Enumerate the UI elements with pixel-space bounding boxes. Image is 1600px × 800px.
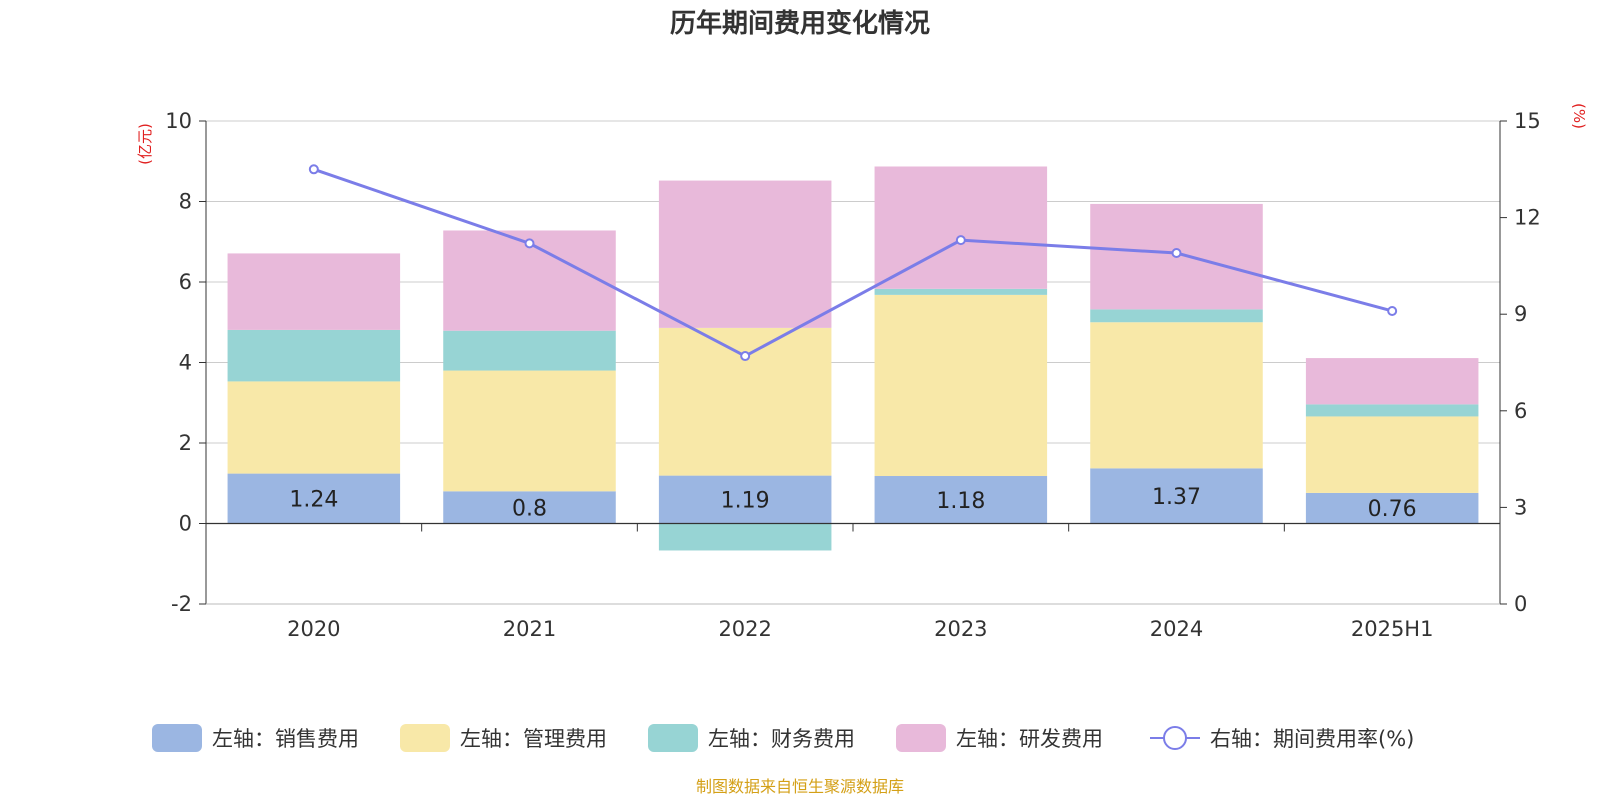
left-tick-label: 6 (179, 270, 192, 294)
legend-swatch-admin (400, 724, 450, 752)
rate-polyline (313, 167, 1393, 358)
legend-label: 左轴：研发费用 (956, 727, 1103, 751)
bar-finance-2021 (443, 330, 616, 371)
legend: 左轴：销售费用 左轴：管理费用 左轴：财务费用 左轴：研发费用 右轴：期间费用率(%) (152, 724, 1414, 752)
bar-sales-2022 (658, 475, 832, 524)
bar-admin-2021 (443, 370, 616, 492)
bar-finance-2024 (1090, 309, 1263, 323)
sales-data-label: 1.19 (721, 489, 770, 514)
bar-rd-2023 (874, 166, 1048, 289)
right-tick-label: 15 (1514, 109, 1541, 133)
category-label: 2020 (287, 617, 340, 641)
bar-finance-2020 (227, 329, 401, 382)
bar-admin-2020 (227, 381, 401, 474)
left-tick-label: 2 (179, 431, 192, 455)
right-tick-label: 12 (1514, 206, 1541, 230)
sales-data-label: 0.76 (1368, 497, 1417, 522)
bar-rd-2025H1 (1305, 358, 1479, 405)
bar-sales-2020 (227, 473, 401, 524)
sales-data-label: 1.24 (289, 488, 338, 513)
rate-point (308, 164, 319, 175)
left-tick-label: 10 (165, 109, 192, 133)
left-tick-label: -2 (171, 592, 192, 616)
chart-title: 历年期间费用变化情况 (670, 8, 930, 39)
legend-swatch-finance (648, 724, 698, 752)
legend-label: 左轴：管理费用 (460, 727, 607, 751)
bar-sales-2025H1 (1305, 492, 1479, 524)
legend-swatch-sales (152, 724, 202, 752)
bar-admin-2023 (874, 294, 1048, 477)
sales-data-label: 1.18 (936, 489, 985, 514)
source-note: 制图数据来自恒生聚源数据库 (696, 777, 904, 796)
category-label: 2022 (718, 617, 771, 641)
right-tick-label: 3 (1514, 495, 1527, 519)
bar-sales-2024 (1090, 468, 1263, 524)
legend-circle-swatch (1163, 726, 1187, 750)
bar-rd-2020 (227, 253, 401, 330)
bar-admin-2022 (658, 327, 832, 476)
rate-point (740, 351, 751, 362)
right-tick-label: 9 (1514, 302, 1527, 326)
bar-admin-2024 (1090, 322, 1263, 469)
rate-line (308, 164, 1398, 362)
right-tick-label: 6 (1514, 399, 1527, 423)
legend-swatch-rd (896, 724, 946, 752)
left-axis-unit: (亿元) (136, 123, 154, 165)
bar-sales-2023 (874, 476, 1048, 524)
rate-point (1387, 305, 1398, 316)
category-label: 2021 (503, 617, 556, 641)
bar-admin-2025H1 (1305, 416, 1479, 493)
data-labels: 1.24 0.8 1.19 1.18 1.37 0.76 (289, 485, 1416, 522)
bar-finance-2023 (874, 288, 1048, 295)
left-tick-label: 4 (179, 351, 192, 375)
sales-data-label: 0.8 (512, 496, 547, 521)
rate-point (1171, 248, 1182, 259)
rate-point (524, 238, 535, 249)
bar-finance-2025H1 (1305, 404, 1479, 417)
bar-sales-2021 (443, 491, 616, 524)
legend-label: 左轴：销售费用 (212, 727, 359, 751)
category-label: 2023 (934, 617, 987, 641)
category-label: 2024 (1150, 617, 1203, 641)
legend-label: 右轴：期间费用率(%) (1210, 727, 1414, 751)
bar-finance-2022 (658, 523, 832, 551)
bars (227, 166, 1479, 551)
category-label: 2025H1 (1351, 617, 1434, 641)
sales-data-label: 1.37 (1152, 485, 1201, 510)
right-axis-unit: (%) (1570, 103, 1588, 129)
left-tick-label: 0 (179, 512, 192, 536)
axes: -2 0 2 4 6 8 10 0 3 6 9 12 15 2020 2021 2022 2023 2024 202… (165, 109, 1540, 641)
legend-label: 左轴：财务费用 (708, 727, 855, 751)
left-tick-label: 8 (179, 190, 192, 214)
rate-point (955, 235, 966, 246)
right-tick-label: 0 (1514, 592, 1527, 616)
bar-rd-2022 (658, 180, 832, 328)
